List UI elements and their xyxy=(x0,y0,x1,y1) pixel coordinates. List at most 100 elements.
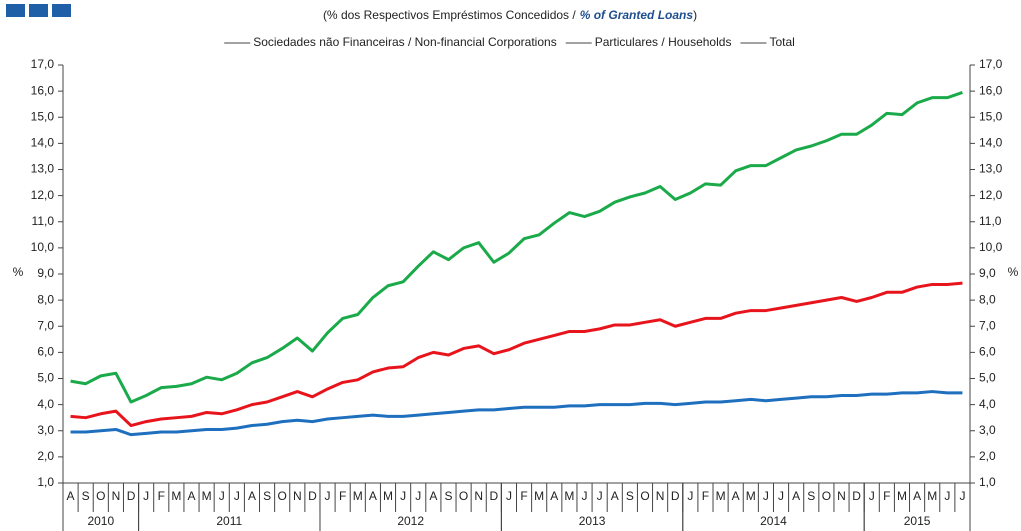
y-tick-label: 16,0 xyxy=(31,83,55,97)
y-tick-label: 11,0 xyxy=(32,214,55,228)
legend-label: Total xyxy=(769,35,794,49)
y2-tick-label: 2,0 xyxy=(979,449,996,463)
x-tick-label: A xyxy=(550,489,558,503)
y2-tick-label: 15,0 xyxy=(979,109,1003,123)
y-tick-label: 4,0 xyxy=(37,397,54,411)
y2-tick-label: 8,0 xyxy=(979,292,996,306)
y-tick-label: 12,0 xyxy=(31,188,55,202)
year-label: 2015 xyxy=(904,514,931,528)
x-tick-label: J xyxy=(763,489,769,503)
x-tick-label: S xyxy=(807,489,815,503)
y2-tick-label: 7,0 xyxy=(979,318,996,332)
y2-tick-label: 1,0 xyxy=(979,475,996,489)
x-tick-label: O xyxy=(96,489,105,503)
x-tick-label: M xyxy=(897,489,907,503)
x-tick-label: M xyxy=(353,489,363,503)
y-tick-label: 7,0 xyxy=(37,318,54,332)
x-tick-label: A xyxy=(369,489,377,503)
x-tick-label: J xyxy=(869,489,875,503)
y2-tick-label: 14,0 xyxy=(979,136,1003,150)
y2-tick-label: 12,0 xyxy=(979,188,1003,202)
y-tick-label: 17,0 xyxy=(31,57,55,71)
y2-tick-label: 4,0 xyxy=(979,397,996,411)
year-label: 2010 xyxy=(87,514,114,528)
chart-subtitle: (% dos Respectivos Empréstimos Concedido… xyxy=(323,8,697,22)
x-tick-label: D xyxy=(127,489,136,503)
y-axis-label: % xyxy=(13,265,24,279)
y-tick-label: 15,0 xyxy=(31,109,55,123)
y2-tick-label: 17,0 xyxy=(979,57,1003,71)
y-tick-label: 13,0 xyxy=(31,162,55,176)
y2-tick-label: 11,0 xyxy=(979,214,1002,228)
subtitle-part: ) xyxy=(693,8,697,22)
x-tick-label: J xyxy=(944,489,950,503)
y-tick-label: 9,0 xyxy=(37,266,54,280)
x-tick-label: J xyxy=(687,489,693,503)
y2-tick-label: 9,0 xyxy=(979,266,996,280)
x-tick-label: M xyxy=(564,489,574,503)
x-tick-label: O xyxy=(459,489,468,503)
x-tick-label: A xyxy=(187,489,195,503)
y2-tick-label: 6,0 xyxy=(979,345,996,359)
x-tick-label: A xyxy=(248,489,256,503)
x-tick-label: J xyxy=(597,489,603,503)
x-tick-label: F xyxy=(883,489,890,503)
x-tick-label: M xyxy=(534,489,544,503)
x-tick-label: N xyxy=(656,489,665,503)
x-tick-label: J xyxy=(234,489,240,503)
x-tick-label: S xyxy=(263,489,271,503)
x-tick-label: M xyxy=(927,489,937,503)
x-tick-label: A xyxy=(67,489,75,503)
subtitle-part: (% dos Respectivos Empréstimos Concedido… xyxy=(323,8,576,22)
x-tick-label: S xyxy=(444,489,452,503)
x-tick-label: N xyxy=(474,489,483,503)
x-tick-label: N xyxy=(837,489,846,503)
legend-label: Sociedades não Financeiras / Non-financi… xyxy=(253,35,557,49)
x-tick-label: F xyxy=(339,489,346,503)
x-tick-label: J xyxy=(778,489,784,503)
x-tick-label: M xyxy=(171,489,181,503)
y2-tick-label: 13,0 xyxy=(979,162,1003,176)
x-tick-label: D xyxy=(489,489,498,503)
x-tick-label: J xyxy=(959,489,965,503)
x-tick-label: O xyxy=(640,489,649,503)
x-tick-label: J xyxy=(219,489,225,503)
y2-tick-label: 3,0 xyxy=(979,423,996,437)
logo xyxy=(52,4,71,17)
series-line xyxy=(70,390,963,437)
x-tick-label: J xyxy=(582,489,588,503)
y-tick-label: 14,0 xyxy=(31,136,55,150)
legend-label: Particulares / Households xyxy=(595,35,732,49)
x-tick-label: A xyxy=(792,489,800,503)
y-tick-label: 8,0 xyxy=(37,292,54,306)
x-tick-label: J xyxy=(506,489,512,503)
series-line xyxy=(70,91,963,404)
y-tick-label: 5,0 xyxy=(37,371,54,385)
y-tick-label: 10,0 xyxy=(31,240,55,254)
y-tick-label: 1,0 xyxy=(37,475,54,489)
y2-tick-label: 5,0 xyxy=(979,371,996,385)
x-tick-label: J xyxy=(143,489,149,503)
subtitle-part: % of Granted Loans xyxy=(580,8,694,22)
series-line xyxy=(70,281,963,428)
x-tick-label: A xyxy=(429,489,437,503)
x-tick-label: S xyxy=(626,489,634,503)
year-label: 2011 xyxy=(216,514,242,528)
x-tick-label: J xyxy=(325,489,331,503)
x-tick-label: A xyxy=(611,489,619,503)
x-tick-label: M xyxy=(746,489,756,503)
x-tick-label: F xyxy=(702,489,709,503)
y-tick-label: 3,0 xyxy=(37,423,54,437)
y2-axis-label: % xyxy=(1008,265,1019,279)
x-tick-label: D xyxy=(308,489,317,503)
y2-tick-label: 16,0 xyxy=(979,83,1003,97)
x-tick-label: A xyxy=(732,489,740,503)
x-tick-label: J xyxy=(400,489,406,503)
x-tick-label: M xyxy=(716,489,726,503)
y-tick-label: 6,0 xyxy=(37,345,54,359)
x-tick-label: D xyxy=(852,489,861,503)
x-tick-label: M xyxy=(202,489,212,503)
x-tick-label: S xyxy=(82,489,90,503)
